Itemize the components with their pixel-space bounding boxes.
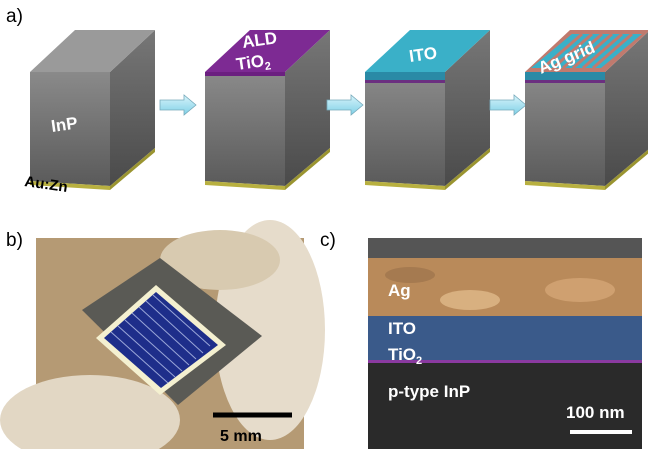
arrow bbox=[489, 94, 527, 116]
arrow bbox=[326, 94, 364, 116]
panel-label: a) bbox=[6, 6, 23, 27]
layer-label: p-type InP bbox=[388, 382, 470, 401]
panel-label: b) bbox=[6, 230, 23, 251]
cube: ITO bbox=[365, 30, 490, 190]
cube-label: InP bbox=[50, 113, 79, 135]
cube: ALD TiO2 bbox=[205, 28, 330, 190]
layer-label: Ag bbox=[388, 281, 411, 300]
photo: 5 mm bbox=[0, 220, 325, 449]
sem-image: Ag ITO TiO2 p-type InP 100 nm bbox=[368, 238, 642, 449]
layer-label: ITO bbox=[388, 319, 416, 338]
scale-bar-label: 100 nm bbox=[566, 403, 625, 422]
cube: InP Au:Zn bbox=[23, 30, 155, 196]
layer-label: TiO2 bbox=[388, 345, 422, 367]
layer-label: ITO bbox=[408, 43, 438, 66]
arrow bbox=[159, 94, 197, 116]
cube: Ag grid bbox=[525, 30, 648, 190]
layer-label: ALD bbox=[241, 28, 278, 52]
panel-label: c) bbox=[320, 230, 336, 251]
scale-bar-label: 5 mm bbox=[220, 428, 262, 445]
layer-label: TiO2 bbox=[235, 50, 272, 77]
contact-label: Au:Zn bbox=[23, 173, 68, 196]
